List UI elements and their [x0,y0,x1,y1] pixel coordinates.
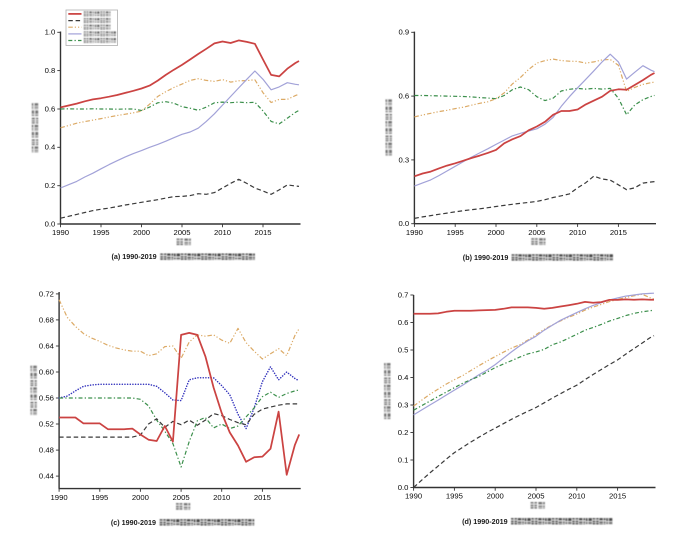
svg-text:2015: 2015 [254,493,271,502]
svg-text:1990: 1990 [52,228,69,237]
svg-text:2005: 2005 [173,228,190,237]
svg-text:2000: 2000 [487,492,504,501]
svg-text:(b) 1990-2019: (b) 1990-2019 [463,253,509,262]
svg-text:2010: 2010 [569,228,586,237]
svg-text:1990: 1990 [51,493,68,502]
svg-text:0.9: 0.9 [399,28,410,37]
svg-text:1995: 1995 [447,228,464,237]
svg-text:0.7: 0.7 [398,290,409,299]
svg-text:0.52: 0.52 [39,419,54,428]
svg-text:1995: 1995 [446,492,463,501]
svg-text:2015: 2015 [609,492,626,501]
svg-text:2005: 2005 [173,493,190,502]
svg-text:0.0: 0.0 [399,219,410,228]
svg-text:0.44: 0.44 [39,472,55,481]
svg-text:0.3: 0.3 [398,400,409,409]
svg-text:2010: 2010 [214,228,231,237]
svg-text:(c) 1990-2019: (c) 1990-2019 [111,518,156,527]
svg-text:0.6: 0.6 [399,92,410,101]
svg-text:0.1: 0.1 [398,455,409,464]
svg-text:0.64: 0.64 [39,341,55,350]
svg-text:1995: 1995 [91,493,108,502]
svg-text:0.6: 0.6 [398,318,409,327]
svg-text:1.0: 1.0 [45,28,56,37]
svg-text:1995: 1995 [92,228,109,237]
svg-text:0.4: 0.4 [398,373,409,382]
svg-text:0.2: 0.2 [45,181,56,190]
svg-text:2015: 2015 [610,228,627,237]
svg-text:2010: 2010 [568,492,585,501]
svg-text:0.5: 0.5 [398,345,409,354]
svg-text:0.2: 0.2 [398,428,409,437]
svg-text:(a) 1990-2019: (a) 1990-2019 [112,252,157,261]
svg-text:0.6: 0.6 [45,104,56,113]
svg-text:0.0: 0.0 [398,483,409,492]
svg-text:2000: 2000 [133,228,150,237]
svg-text:0.60: 0.60 [39,367,54,376]
svg-text:2010: 2010 [213,493,230,502]
svg-text:0.4: 0.4 [45,143,56,152]
svg-text:0.56: 0.56 [39,393,54,402]
svg-text:2015: 2015 [254,228,271,237]
svg-text:2000: 2000 [132,493,149,502]
svg-text:0.8: 0.8 [45,66,56,75]
svg-text:2005: 2005 [527,492,544,501]
svg-text:(d) 1990-2019: (d) 1990-2019 [462,517,508,526]
svg-text:0.3: 0.3 [399,155,410,164]
svg-text:0.68: 0.68 [39,315,54,324]
svg-text:0.48: 0.48 [39,446,54,455]
svg-text:1990: 1990 [406,228,423,237]
svg-text:1990: 1990 [405,492,422,501]
svg-text:2000: 2000 [487,228,504,237]
svg-text:2005: 2005 [528,228,545,237]
svg-text:0.72: 0.72 [39,289,54,298]
svg-text:0.0: 0.0 [45,219,56,228]
